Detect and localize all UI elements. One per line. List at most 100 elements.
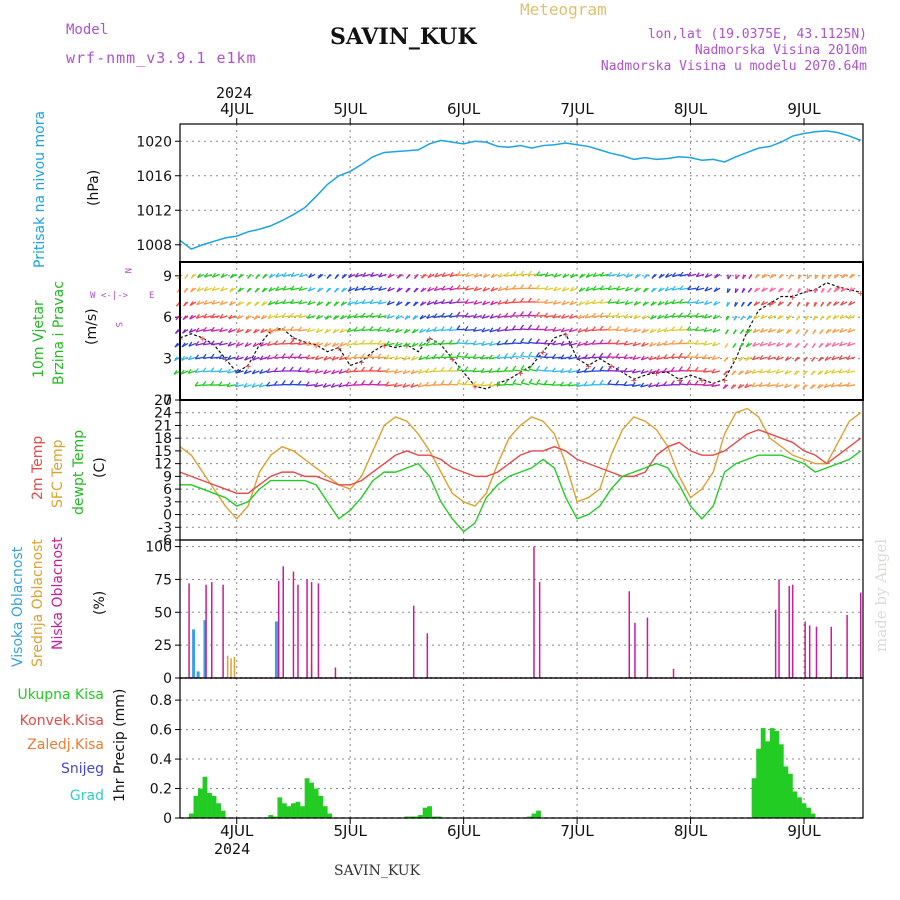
wind-barb-flag [173, 356, 178, 362]
wind-barb [464, 328, 474, 331]
wind-barb-flag [195, 313, 200, 319]
cloud-unit: (%) [92, 591, 108, 615]
wind-barb-flag [306, 340, 311, 346]
wind-barb [600, 287, 609, 291]
wind-barb-flag [334, 287, 339, 293]
wind-barb [544, 287, 554, 291]
wind-barb [473, 342, 482, 346]
wind-barb [236, 342, 244, 347]
wind-barb-flag [448, 353, 453, 358]
wind-barb-flag [289, 380, 294, 385]
pressure-ytick-label: 1020 [136, 134, 172, 150]
low-cloud-bar [538, 582, 541, 678]
wind-barb-flag [254, 301, 259, 307]
wind-barb [369, 301, 379, 305]
precip-ylabel: 1hr Precip (mm) [112, 689, 128, 802]
wind-barb [481, 342, 490, 346]
wind-barb-flag [607, 352, 612, 358]
wind-barb [624, 301, 633, 306]
wind-barb [346, 356, 355, 360]
wind-barb-flag [243, 382, 248, 388]
wind-barb-flag [289, 366, 294, 372]
low-cloud-bar [277, 580, 280, 678]
wind-barb-flag [496, 326, 501, 332]
wind-barb-flag [642, 314, 647, 320]
wind-barb [488, 384, 498, 387]
precip-bar [797, 797, 802, 818]
low-cloud-bar [634, 622, 636, 678]
wind-barb [584, 356, 594, 360]
dewpt-ylabel: dewpt Temp [71, 430, 87, 515]
wind-barb-flag [670, 366, 675, 372]
wind-barb-flag [413, 274, 419, 279]
wind-barb-flag [361, 285, 366, 291]
wind-barb-flag [544, 298, 549, 304]
wind-barb-flag [687, 271, 692, 277]
wind-barb-flag [664, 286, 669, 292]
wind-barb-flag [712, 327, 717, 333]
wind-barb [663, 356, 673, 360]
wind-barb-flag [607, 339, 612, 344]
wind-barb-flag [361, 353, 366, 358]
wind-gust-marker: + [858, 288, 864, 299]
wind-barb-flag [775, 355, 780, 361]
wind-barb-flag [655, 382, 660, 387]
wind-barb-flag [254, 287, 259, 293]
wind-barb [473, 328, 482, 332]
wind-barb [831, 342, 840, 347]
wind-barb-flag [838, 354, 843, 360]
model-name: wrf-nmm_v3.9.1 e1km [66, 49, 257, 67]
wind-barb [386, 315, 395, 319]
wind-barb-flag [740, 315, 745, 321]
day-label-bottom: 5JUL [334, 822, 368, 840]
dewpt-line [180, 450, 862, 533]
wind-barb-flag [519, 270, 525, 276]
wind-barb-flag [227, 355, 232, 360]
wind-barb-flag [633, 314, 638, 320]
wind-barb [418, 342, 427, 347]
wind-barb-flag [369, 285, 374, 291]
wind-barb [847, 342, 856, 347]
wind-barb-flag [803, 343, 808, 349]
wind-barb [600, 273, 609, 277]
wind-barb-flag [560, 340, 565, 346]
wind-barb-flag [203, 313, 208, 319]
wind-gust-marker: + [790, 293, 796, 304]
wind-barb [353, 356, 363, 359]
wind-barb-flag [694, 380, 699, 386]
wind-barb-flag [730, 384, 735, 390]
wind-barb-flag [424, 381, 429, 387]
wind-barb-flag [795, 329, 800, 335]
wind-barb [210, 370, 220, 373]
wind-barb-flag [210, 353, 215, 359]
wind-barb-flag [846, 368, 851, 374]
wind-barb-flag [752, 341, 757, 347]
wind-barb-flag [290, 299, 295, 304]
precip-bar [268, 815, 274, 818]
wind-barb-flag [552, 299, 557, 305]
wind-barb [632, 342, 641, 347]
wind-barb-flag [830, 368, 835, 374]
wind-barb-flag [615, 366, 620, 372]
precip-panel-bg [180, 678, 863, 818]
wind-barb [267, 342, 276, 347]
wind-barb [703, 384, 713, 387]
wind-barb-flag [678, 312, 683, 317]
wind-barb-flag [369, 339, 374, 345]
wind-barb-flag [274, 313, 279, 319]
wind-barb-flag [678, 379, 683, 385]
wind-barb [695, 328, 705, 332]
wind-barb [759, 370, 768, 374]
wind-barb [752, 342, 760, 347]
wind-barb-flag [840, 300, 845, 306]
wind-barb [449, 273, 459, 278]
wind-barb-flag [299, 272, 304, 278]
temperature-ytick-label: 12 [154, 457, 172, 473]
precip-bar [211, 795, 217, 818]
wind-barb-flag [833, 273, 839, 279]
wind-barb-flag [670, 380, 675, 385]
low-cloud-bar [426, 633, 429, 678]
day-label-bottom: 6JUL [447, 822, 481, 840]
wind-barb [497, 287, 506, 292]
wind-barb-flag [464, 352, 469, 358]
